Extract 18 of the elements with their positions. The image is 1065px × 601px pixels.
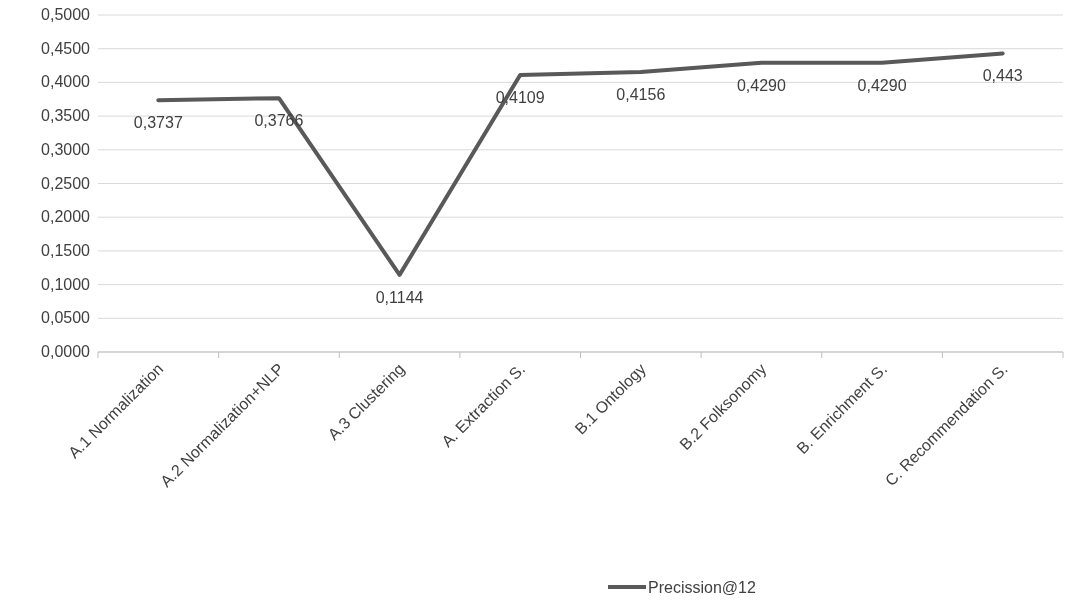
data-label: 0,443 (982, 67, 1023, 85)
y-tick-label: 0,4500 (41, 39, 91, 57)
y-tick-label: 0,1000 (41, 275, 91, 293)
data-label: 0,4156 (616, 85, 666, 103)
y-tick-label: 0,2500 (41, 174, 91, 192)
data-label: 0,1144 (375, 288, 424, 306)
y-tick-label: 0,3000 (41, 140, 91, 158)
y-tick-label: 0,0500 (41, 309, 91, 327)
y-tick-label: 0,2000 (41, 208, 91, 226)
data-label: 0,4290 (857, 76, 907, 94)
data-label: 0,4290 (736, 76, 787, 94)
y-tick-label: 0,3500 (41, 107, 91, 125)
legend-label: Precission@12 (648, 579, 756, 596)
y-tick-label: 0,0000 (41, 343, 91, 360)
y-tick-label: 0,5000 (41, 6, 91, 23)
data-label: 0,3737 (133, 114, 183, 132)
y-tick-label: 0,1500 (41, 241, 91, 259)
y-tick-label: 0,4000 (41, 73, 91, 91)
